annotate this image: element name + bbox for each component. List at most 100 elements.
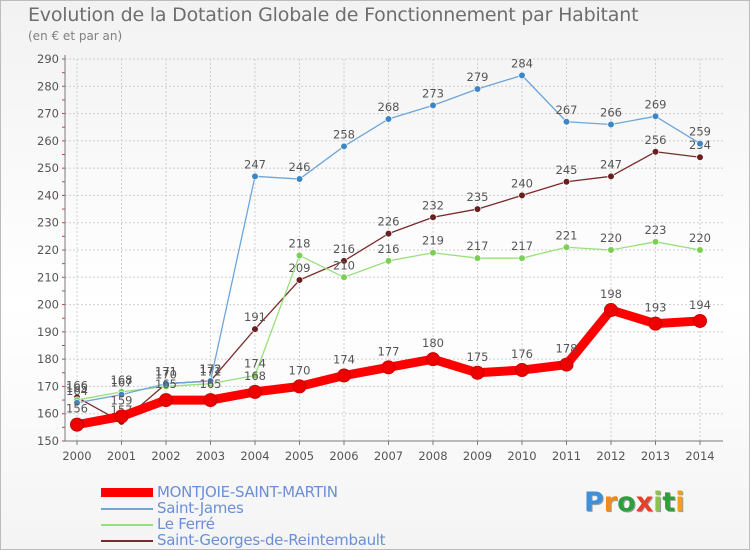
data-label: 194 [689,298,711,312]
y-tick-label: 210 [37,270,59,284]
x-tick-label: 2008 [418,449,447,463]
series-point [251,172,259,180]
x-tick-label: 2010 [507,449,536,463]
series-point [70,417,84,432]
series-point [429,249,437,257]
y-tick-label: 150 [37,434,59,448]
data-label: 164 [66,384,88,398]
series-point [117,391,126,399]
series-point [248,384,262,399]
y-tick-label: 250 [37,161,59,175]
data-label: 216 [378,242,400,256]
data-label: 180 [422,336,444,350]
data-label: 165 [66,381,88,395]
proxiti-logo: Proxiti [584,487,685,518]
series-point [607,120,615,129]
data-label: 177 [378,344,400,358]
x-tick-label: 2001 [107,449,136,463]
series-point [159,393,173,408]
series-point [515,363,529,378]
legend-label: Le Ferré [157,515,215,533]
series-point [206,377,215,385]
series-point [696,139,704,148]
data-label: 174 [333,353,355,367]
series-point [203,393,218,408]
data-label: 165 [155,377,177,391]
legend-label: MONTJOIE-SAINT-MARTIN [157,483,338,501]
data-label: 165 [200,377,222,391]
x-tick-label: 2006 [329,449,358,463]
series-point [648,316,663,331]
data-label: 178 [556,342,578,356]
x-tick-label: 2012 [596,449,625,463]
y-tick-label: 220 [37,243,59,257]
series-point [607,172,615,180]
data-label: 168 [244,369,266,383]
series-point [559,357,574,372]
data-label: 245 [556,163,578,177]
series-point [518,71,526,79]
series-point [337,368,351,383]
series-point [696,246,704,254]
y-tick-label: 190 [37,325,59,339]
x-tick-label: 2004 [240,449,269,463]
y-tick-label: 200 [37,298,59,312]
data-label: 273 [422,86,444,100]
series-point [651,112,660,120]
y-tick-label: 170 [37,379,59,393]
x-tick-label: 2011 [552,449,581,463]
series-point [473,85,482,93]
data-label: 219 [422,234,444,248]
data-label: 193 [645,301,667,315]
series-point [340,257,348,265]
data-label: 223 [645,223,667,237]
series-point [429,213,437,221]
y-tick-label: 260 [37,134,59,148]
y-tick-label: 160 [37,407,59,421]
data-label: 209 [289,261,311,275]
x-tick-label: 2009 [463,449,492,463]
x-tick-label: 2002 [151,449,180,463]
data-label: 240 [511,176,533,190]
data-label: 220 [689,231,711,245]
chart-title: Evolution de la Dotation Globale de Fonc… [28,4,639,26]
series-point [429,101,437,109]
series-point [426,352,440,367]
series-point [470,365,485,380]
data-label: 171 [155,365,177,379]
data-label: 172 [200,362,222,376]
chart-subtitle: (en € et par an) [28,29,123,43]
legend-label: Saint-Georges-de-Reintembault [157,531,386,549]
data-label: 266 [600,105,622,119]
data-label: 268 [378,100,400,114]
series-point [251,371,259,380]
x-tick-label: 2007 [374,449,403,463]
data-label: 159 [111,393,133,407]
series-point [73,399,81,407]
series-point [518,191,526,200]
data-label: 216 [333,242,355,256]
x-tick-label: 2014 [685,449,714,463]
data-label: 156 [66,402,88,416]
data-label: 217 [511,239,533,253]
series-point [473,205,482,213]
series-point [162,380,170,388]
data-label: 235 [467,190,489,204]
data-label: 171 [155,365,177,379]
y-tick-label: 280 [37,79,59,93]
x-tick-label: 2000 [62,449,91,463]
x-tick-label: 2005 [285,449,314,463]
data-label: 218 [289,236,311,250]
data-label: 247 [244,157,266,171]
data-label: 279 [467,70,489,84]
data-label: 221 [556,228,578,242]
series-point [473,254,482,262]
series-point [562,243,571,251]
series-point [384,115,393,123]
series-point [251,325,259,333]
series-point [651,148,660,156]
series-point [114,409,129,424]
data-label: 174 [244,357,266,371]
legend-swatch [101,524,153,526]
